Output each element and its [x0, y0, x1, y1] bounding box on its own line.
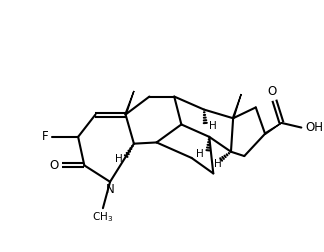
- Text: H: H: [115, 153, 123, 164]
- Text: O: O: [49, 159, 58, 172]
- Polygon shape: [233, 94, 241, 118]
- Text: H: H: [214, 159, 222, 169]
- Text: H: H: [209, 121, 216, 131]
- Text: OH: OH: [305, 121, 323, 134]
- Text: CH$_3$: CH$_3$: [92, 210, 113, 224]
- Polygon shape: [265, 123, 282, 134]
- Text: H: H: [196, 149, 204, 159]
- Text: F: F: [42, 130, 48, 143]
- Text: N: N: [106, 183, 114, 196]
- Polygon shape: [125, 91, 134, 115]
- Text: O: O: [267, 85, 276, 98]
